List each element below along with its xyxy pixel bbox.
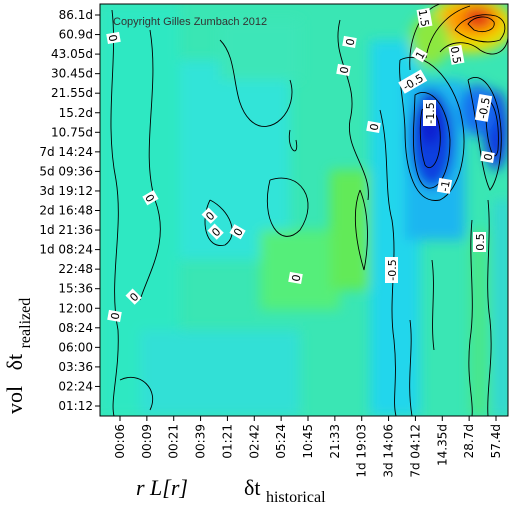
x-axis-title: r L[r] δt historical: [136, 475, 326, 506]
y-tick-label: 60.9d: [59, 28, 93, 42]
x-tick-label: 02:42: [247, 424, 261, 459]
contour-label: 0: [367, 123, 381, 132]
y-tick-label: 21.55d: [51, 86, 93, 100]
contour-label: 0: [105, 34, 119, 43]
x-tick-label: 00:21: [167, 424, 181, 459]
y-tick-label: 43.05d: [51, 47, 93, 61]
contour-label: 0.5: [474, 233, 487, 251]
y-tick-label: 30.45d: [51, 67, 93, 81]
y-tick-label: 5d 09:36: [39, 164, 93, 178]
x-tick-label: 00:06: [113, 424, 127, 459]
y-tick-label: 3d 19:12: [39, 184, 93, 198]
x-axis-ticks: 00:06 00:09 00:21 00:39 01:21 02:42 05:24 10:45…: [113, 416, 503, 478]
contour-label: 0: [343, 38, 357, 47]
x-tick-label: 00:09: [140, 424, 154, 459]
contour-label: 1.5: [416, 8, 432, 27]
x-tick-label: 01:21: [220, 424, 234, 459]
y-tick-label: 12:00: [58, 301, 93, 315]
x-tick-label: 00:39: [194, 424, 208, 459]
y-tick-label: 86.1d: [59, 8, 93, 22]
x-axis-main-label: r L[r]: [136, 475, 188, 500]
contour-label: -0.5: [386, 259, 399, 280]
x-axis-delta-label: δt: [244, 475, 260, 500]
y-tick-label: 15:36: [58, 282, 93, 296]
y-tick-label: 08:24: [58, 321, 93, 335]
y-tick-label: 01:12: [58, 399, 93, 413]
y-axis-main-label: vol: [2, 386, 27, 414]
x-tick-label: 3d 14:06: [382, 424, 396, 478]
contour-label: 0: [337, 66, 351, 75]
x-tick-label: 7d 04:12: [408, 424, 422, 478]
y-tick-label: 10.75d: [51, 125, 93, 139]
y-tick-label: 06:00: [58, 340, 93, 354]
y-tick-label: 15.2d: [59, 106, 93, 120]
y-axis-sub-label: realized: [17, 298, 34, 349]
contour-label: 0: [481, 153, 495, 162]
x-tick-label: 14.35d: [435, 424, 449, 466]
y-axis-delta-label: δt: [2, 354, 27, 370]
contour-label: -0.5: [476, 96, 493, 119]
y-tick-label: 02:24: [58, 379, 93, 393]
contour-label: 0: [289, 274, 303, 283]
x-axis-sub-label: historical: [266, 489, 326, 506]
svg-text:vol δt realized: vol δt realized: [2, 298, 34, 414]
y-tick-label: 1d 21:36: [39, 223, 93, 237]
copyright-text: Copyright Gilles Zumbach 2012: [113, 16, 267, 28]
svg-text:r L[r]: r L[r]: [136, 475, 188, 500]
y-axis-title: vol δt realized: [2, 298, 34, 414]
x-tick-label: 28.7d: [462, 424, 476, 458]
x-tick-label: 05:24: [274, 424, 288, 459]
contour-label: 0.5: [448, 45, 464, 64]
x-tick-label: 10:45: [301, 424, 315, 459]
y-tick-label: 7d 14:24: [39, 145, 93, 159]
x-tick-label: 1d 19:03: [355, 424, 369, 478]
y-tick-label: 03:36: [58, 360, 93, 374]
heatmap-field: 1.5 1 0.5 0 0 0 0 0 0 0 0 0 0 0 -0.5 -1.…: [100, 4, 508, 416]
y-tick-label: 2d 16:48: [39, 204, 93, 218]
x-tick-label: 57.4d: [489, 424, 503, 458]
y-axis-ticks: 86.1d 60.9d 43.05d 30.45d 21.55d 15.2d 10.75d 7…: [39, 8, 100, 413]
contour-label: 0: [108, 312, 122, 321]
x-tick-label: 21:33: [328, 424, 342, 459]
svg-text:δt historical: δt historical: [244, 475, 326, 506]
contour-label: -1: [438, 180, 453, 193]
contour-label: -1.5: [424, 102, 437, 123]
y-tick-label: 22:48: [58, 262, 93, 276]
y-tick-label: 1d 08:24: [39, 243, 93, 257]
